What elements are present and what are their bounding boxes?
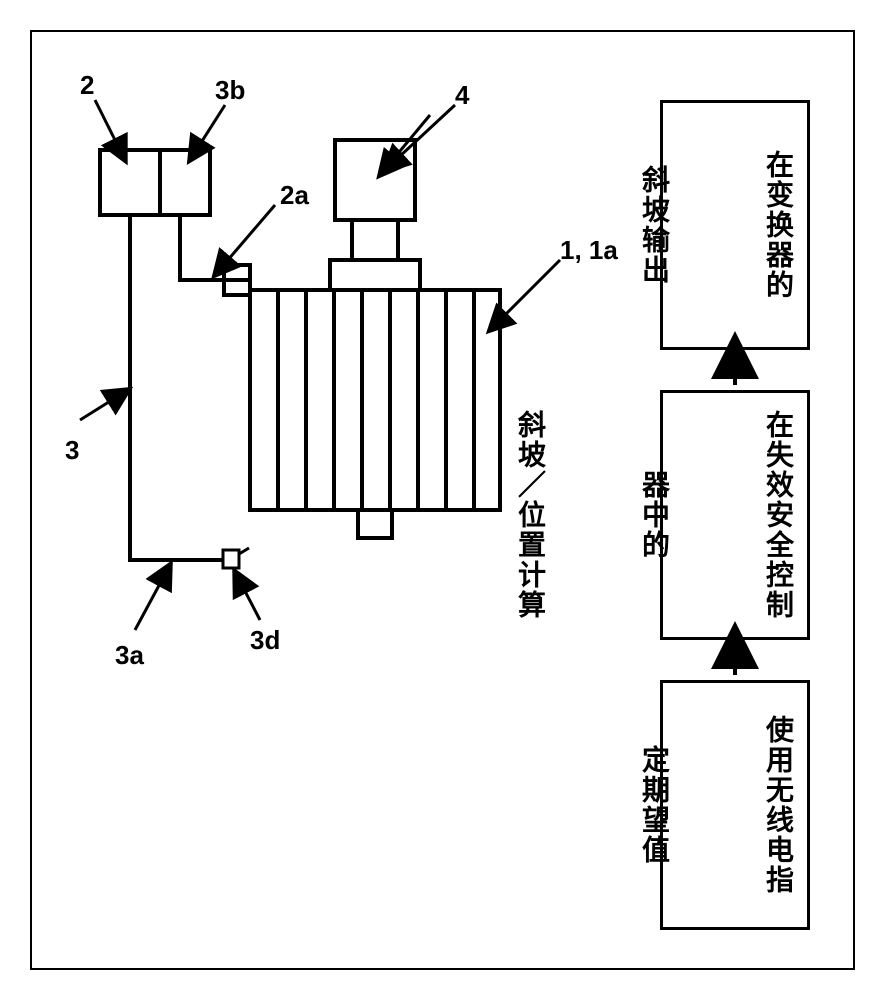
flow-step-1-line2: 定期望值: [549, 693, 673, 917]
label-3a: 3a: [115, 640, 144, 671]
block-3b-right: [160, 150, 210, 215]
flow-step-1-line1: 使用无线电指: [673, 693, 797, 917]
label-3d: 3d: [250, 625, 280, 656]
label-2: 2: [80, 70, 94, 101]
stub-3d: [223, 550, 239, 568]
flow-step-3-line2: 斜坡输出: [549, 113, 673, 337]
block-2-left: [100, 150, 160, 215]
assembly-bottom-shaft: [358, 510, 392, 538]
flow-arrows: [660, 90, 810, 700]
label-4: 4: [455, 80, 469, 111]
line-3-3a: [130, 215, 223, 560]
assembly-top-cap: [330, 260, 420, 290]
flow-step-1: 使用无线电指 定期望值: [660, 680, 810, 930]
page-root: 4 1, 1a 2 3b 2a 3 3a 3d 使用无线电指 定期望值 在失效安…: [0, 0, 885, 1000]
label-3b: 3b: [215, 75, 245, 106]
label-2a: 2a: [280, 180, 309, 211]
label-3: 3: [65, 435, 79, 466]
flow-step-2-line3: 斜坡／位置计算: [425, 403, 549, 627]
flow-step-2-line2: 器中的: [549, 403, 673, 627]
